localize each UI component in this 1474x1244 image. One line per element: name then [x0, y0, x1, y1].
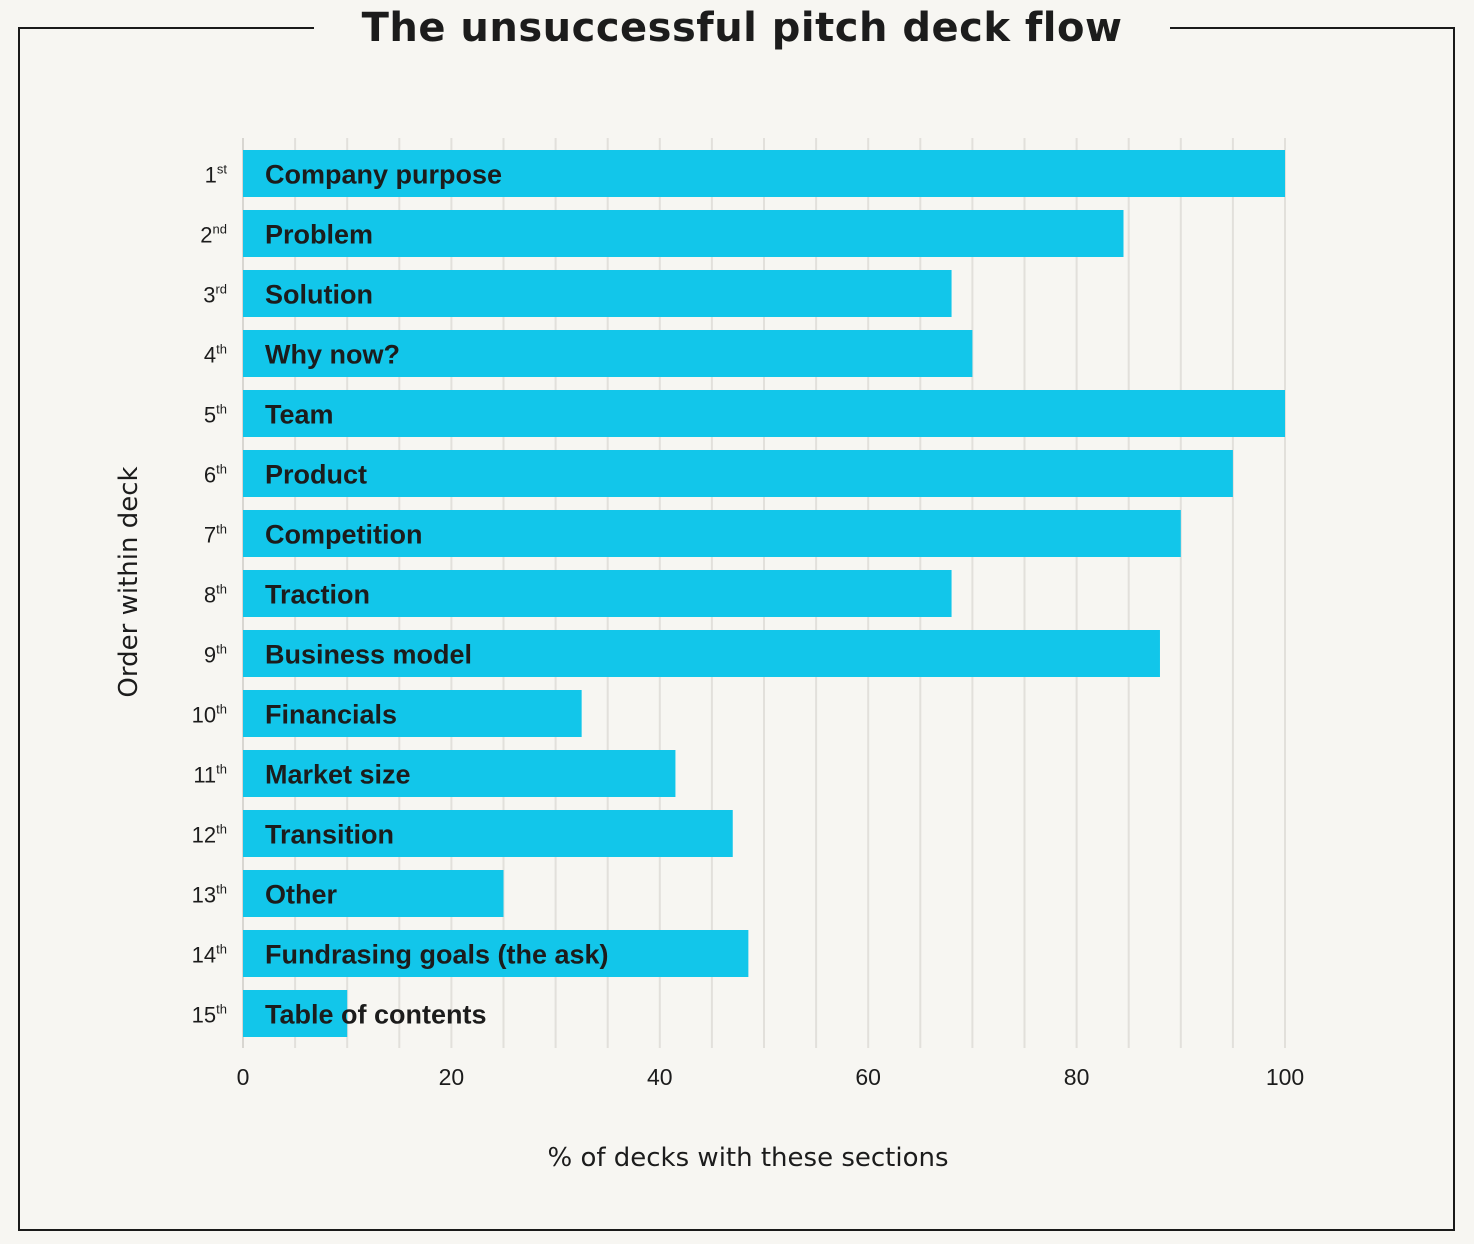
frame-top-right-rule	[1170, 27, 1455, 29]
x-tick-label: 80	[1064, 1064, 1090, 1090]
y-axis-title: Order within deck	[114, 466, 144, 697]
bar	[243, 810, 733, 857]
order-label: 14th	[192, 942, 227, 968]
order-label: 8th	[204, 582, 227, 608]
bar-label: Team	[265, 400, 334, 430]
bar	[243, 570, 952, 617]
bar-label: Company purpose	[265, 160, 502, 190]
bar-label: Financials	[265, 700, 397, 730]
order-label: 3rd	[203, 282, 227, 308]
x-tick-label: 100	[1266, 1064, 1304, 1090]
order-label: 7th	[204, 522, 227, 548]
bar-label: Traction	[265, 580, 370, 610]
x-tick-label: 0	[237, 1064, 250, 1090]
frame-top-left-rule	[18, 27, 314, 29]
bar-label: Market size	[265, 760, 411, 790]
x-tick-label: 20	[439, 1064, 465, 1090]
x-tick-label: 40	[647, 1064, 673, 1090]
bar-label: Table of contents	[265, 1000, 487, 1030]
bar-label: Fundrasing goals (the ask)	[265, 940, 609, 970]
order-label: 9th	[204, 642, 227, 668]
order-label: 11th	[193, 762, 227, 788]
bar-label: Product	[265, 460, 367, 490]
bar	[243, 270, 952, 317]
bar-label: Transition	[265, 820, 394, 850]
x-axis-title: % of decks with these sections	[547, 1143, 948, 1173]
bar	[243, 510, 1181, 557]
bar-label: Other	[265, 880, 338, 910]
order-label: 2nd	[200, 222, 227, 248]
order-label: 10th	[192, 702, 227, 728]
bar	[243, 690, 582, 737]
bar	[243, 750, 676, 797]
bar	[243, 390, 1285, 437]
bar-label: Competition	[265, 520, 422, 550]
bar-label: Why now?	[265, 340, 400, 370]
bar	[243, 630, 1160, 677]
bar-label: Business model	[265, 640, 472, 670]
bar	[243, 450, 1233, 497]
order-label: 6th	[204, 462, 227, 488]
bar	[243, 210, 1124, 257]
bar	[243, 330, 973, 377]
bar-label: Problem	[265, 220, 373, 250]
chart-frame	[18, 28, 1455, 1231]
bar	[243, 870, 504, 917]
chart-title: The unsuccessful pitch deck flow	[361, 5, 1123, 51]
bar	[243, 150, 1285, 197]
bar	[243, 990, 348, 1037]
order-label: 1st	[205, 162, 228, 188]
order-label: 4th	[204, 342, 227, 368]
order-label: 13th	[192, 882, 227, 908]
order-label: 12th	[192, 822, 227, 848]
order-label: 5th	[204, 402, 227, 428]
x-tick-label: 60	[855, 1064, 881, 1090]
bar-label: Solution	[265, 280, 373, 310]
order-label: 15th	[192, 1002, 227, 1028]
bar	[243, 930, 749, 977]
